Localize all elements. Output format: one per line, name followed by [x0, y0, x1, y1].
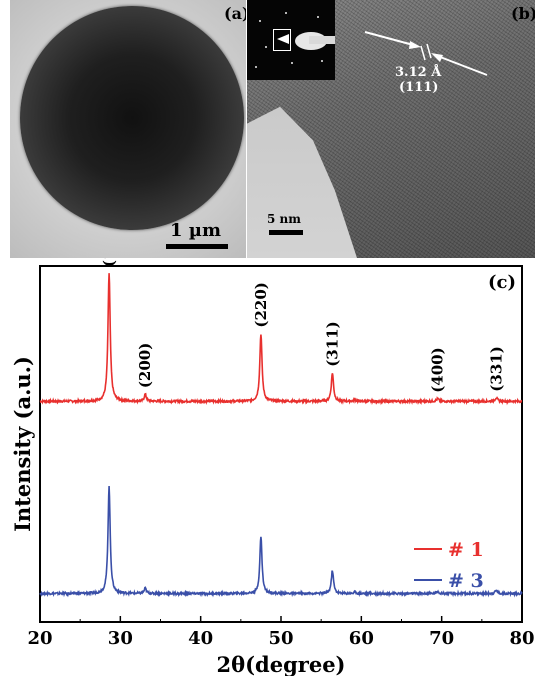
peak-labels: (111) (200) (220) (311) (400) (331) — [100, 258, 505, 393]
plot-frame — [39, 265, 523, 623]
diffraction-spot — [321, 60, 323, 62]
diffraction-spot — [259, 20, 261, 22]
peak-label: (200) — [136, 343, 154, 389]
legend: # 1 # 3 — [414, 539, 484, 592]
panel-b-label: (b) — [511, 4, 535, 23]
peak-label: (111) — [100, 258, 118, 267]
scale-bar-b — [269, 230, 303, 235]
x-tick-label: 30 — [108, 628, 133, 649]
selected-spot-arrow — [277, 34, 289, 44]
scale-bar-a-label: 1 µm — [170, 220, 222, 241]
x-tick-label: 80 — [509, 628, 534, 649]
peak-label: (400) — [429, 347, 447, 393]
spacing-annotation — [364, 31, 488, 76]
series-line-0 — [39, 273, 523, 406]
x-axis-label: 2θ(degree) — [216, 652, 345, 676]
lattice-plane-label: (111) — [399, 80, 439, 95]
diffraction-spot — [265, 46, 267, 48]
series-group — [39, 273, 523, 598]
beam-stop — [309, 36, 335, 44]
xrd-chart: 20 30 40 50 60 70 80 (111) (200) (220) (311) (400)… — [10, 258, 535, 676]
y-axis-label: Intensity (a.u.) — [10, 356, 35, 532]
x-tick-label: 50 — [268, 628, 293, 649]
hrtem-image-b: 3.12 Å (111) 5 nm (b) — [247, 0, 535, 258]
legend-label-series-3: # 3 — [448, 570, 484, 592]
series-line-1 — [39, 486, 523, 598]
x-tick-label: 40 — [188, 628, 213, 649]
x-axis-ticks: 20 30 40 50 60 70 80 — [27, 616, 535, 649]
legend-label-series-1: # 1 — [448, 539, 484, 561]
diffraction-spot — [255, 66, 257, 68]
scale-bar-b-label: 5 nm — [267, 212, 301, 226]
panel-c-label: (c) — [488, 272, 516, 293]
diffraction-spot — [285, 12, 287, 14]
peak-label: (331) — [487, 346, 505, 392]
panel-a-label: (a) — [224, 4, 246, 23]
diffraction-spot — [317, 16, 319, 18]
x-tick-label: 20 — [27, 628, 52, 649]
lattice-spacing-label: 3.12 Å — [395, 65, 442, 80]
scale-bar-a — [166, 244, 228, 249]
x-tick-label: 70 — [429, 628, 454, 649]
peak-label: (220) — [252, 282, 270, 328]
peak-label: (311) — [323, 321, 341, 367]
diffraction-spot — [291, 62, 293, 64]
microsphere — [20, 6, 244, 230]
selected-spot-box — [273, 29, 291, 51]
x-tick-label: 60 — [349, 628, 374, 649]
tem-image-a: 1 µm (a) — [10, 0, 246, 258]
saed-inset — [247, 0, 335, 80]
